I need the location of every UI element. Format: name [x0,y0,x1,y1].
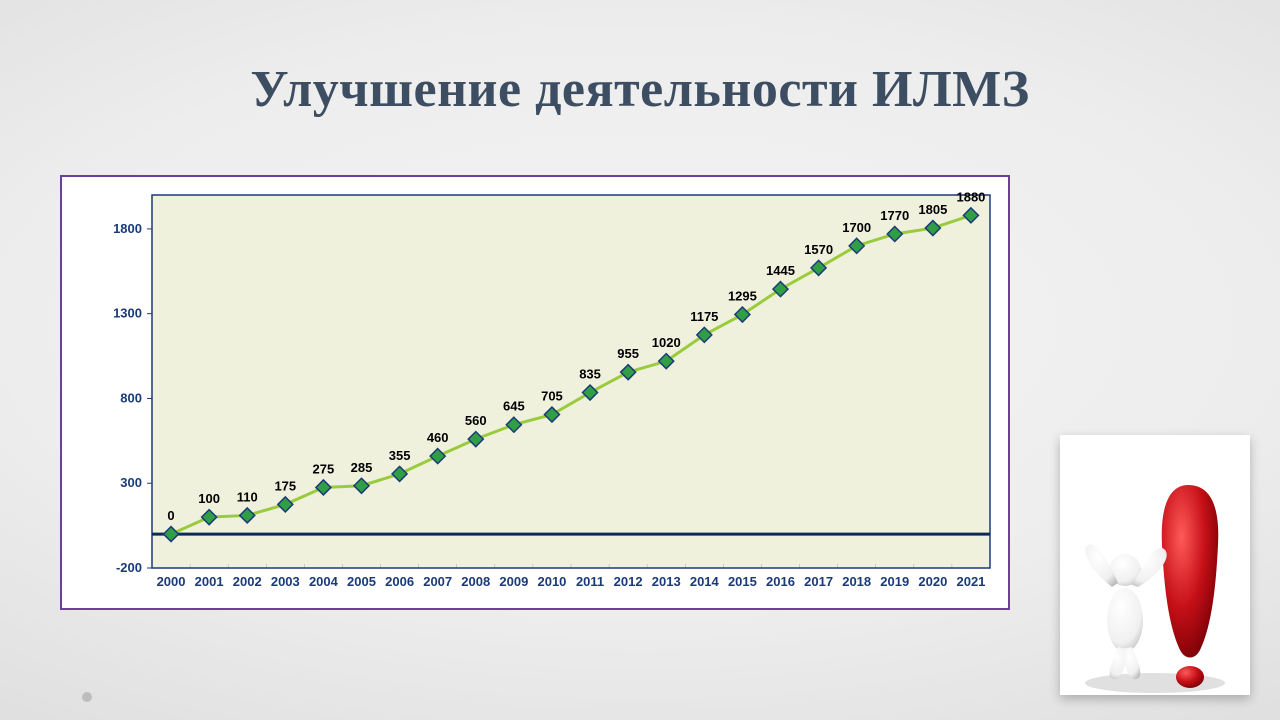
svg-text:2015: 2015 [728,574,757,589]
svg-text:705: 705 [541,389,563,404]
svg-text:2006: 2006 [385,574,414,589]
svg-text:2016: 2016 [766,574,795,589]
svg-text:2012: 2012 [614,574,643,589]
svg-text:1020: 1020 [652,335,681,350]
exclamation-figure-icon [1070,455,1240,695]
svg-text:1880: 1880 [956,189,985,204]
svg-text:2003: 2003 [271,574,300,589]
svg-text:2002: 2002 [233,574,262,589]
svg-text:1805: 1805 [918,202,947,217]
svg-text:1700: 1700 [842,220,871,235]
slide-bullet-icon [82,692,92,702]
svg-text:2021: 2021 [956,574,985,589]
svg-text:2007: 2007 [423,574,452,589]
svg-text:2019: 2019 [880,574,909,589]
svg-text:2011: 2011 [576,574,604,589]
chart-container: -200 300 800 1300 1800 2000 2001 2002 2003 2004 20… [60,175,1010,610]
line-chart: -200 300 800 1300 1800 2000 2001 2002 2003 2004 20… [62,177,1008,608]
svg-text:355: 355 [389,448,411,463]
svg-text:0: 0 [167,508,174,523]
svg-text:2005: 2005 [347,574,376,589]
svg-text:300: 300 [120,475,142,490]
svg-text:2001: 2001 [195,574,224,589]
svg-text:460: 460 [427,430,449,445]
svg-text:645: 645 [503,399,525,414]
svg-text:1445: 1445 [766,263,795,278]
svg-text:1800: 1800 [113,221,142,236]
svg-text:2018: 2018 [842,574,871,589]
svg-text:100: 100 [198,491,220,506]
svg-text:2013: 2013 [652,574,681,589]
page-title: Улучшение деятельности ИЛМЗ [0,60,1280,119]
svg-text:2004: 2004 [309,574,339,589]
svg-text:2009: 2009 [499,574,528,589]
svg-text:275: 275 [313,461,335,476]
clipart-panel [1060,435,1250,695]
svg-text:2008: 2008 [461,574,490,589]
svg-text:285: 285 [351,460,373,475]
svg-text:175: 175 [274,478,296,493]
svg-text:110: 110 [237,489,258,504]
svg-text:2014: 2014 [690,574,720,589]
svg-text:-200: -200 [116,560,142,575]
svg-text:1770: 1770 [880,208,909,223]
svg-text:2010: 2010 [537,574,566,589]
svg-text:800: 800 [120,390,142,405]
svg-text:955: 955 [617,346,639,361]
svg-text:2000: 2000 [157,574,186,589]
svg-text:2017: 2017 [804,574,833,589]
svg-text:835: 835 [579,367,601,382]
svg-text:1300: 1300 [113,306,142,321]
svg-text:560: 560 [465,413,487,428]
svg-text:1295: 1295 [728,289,757,304]
svg-text:1175: 1175 [690,309,718,324]
svg-text:2020: 2020 [918,574,947,589]
svg-text:1570: 1570 [804,242,833,257]
